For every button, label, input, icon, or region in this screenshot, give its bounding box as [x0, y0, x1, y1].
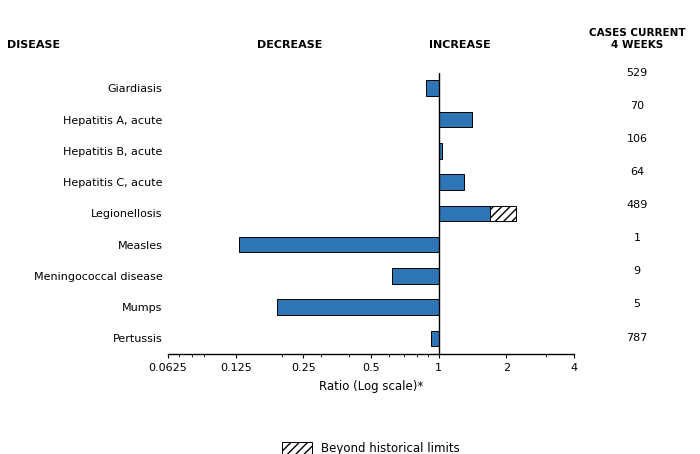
Text: 106: 106 — [626, 134, 648, 144]
Bar — [276, 299, 439, 315]
Text: INCREASE: INCREASE — [429, 40, 491, 50]
Text: 70: 70 — [630, 101, 644, 111]
Text: 64: 64 — [630, 167, 644, 177]
X-axis label: Ratio (Log scale)*: Ratio (Log scale)* — [319, 380, 423, 393]
Text: CASES CURRENT
4 WEEKS: CASES CURRENT 4 WEEKS — [589, 28, 685, 50]
Text: 529: 529 — [626, 68, 648, 78]
Text: DISEASE: DISEASE — [7, 40, 60, 50]
Bar — [430, 331, 439, 346]
Bar — [491, 206, 516, 221]
Bar — [239, 237, 439, 252]
Text: 1: 1 — [634, 233, 640, 243]
Text: 787: 787 — [626, 333, 648, 343]
Bar — [439, 206, 491, 221]
Legend: Beyond historical limits: Beyond historical limits — [282, 442, 460, 454]
Bar — [426, 80, 439, 96]
Bar — [439, 174, 464, 190]
Bar — [392, 268, 439, 284]
Bar — [439, 112, 472, 128]
Text: 489: 489 — [626, 200, 648, 210]
Text: 5: 5 — [634, 300, 640, 310]
Text: 9: 9 — [634, 266, 640, 276]
Bar — [439, 143, 442, 158]
Text: DECREASE: DECREASE — [257, 40, 323, 50]
